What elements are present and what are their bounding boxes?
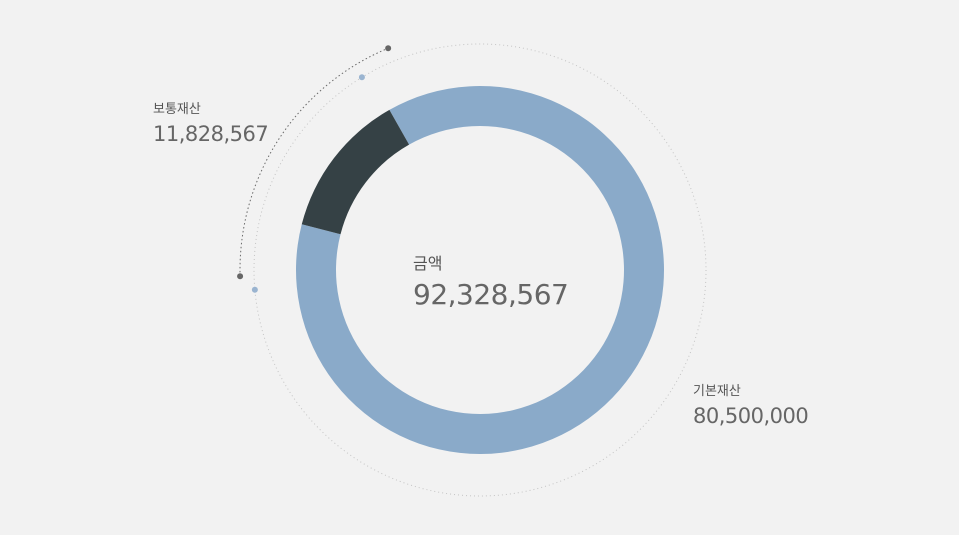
- ring-marker-dot-left: [251, 286, 258, 293]
- slice-name: 기본재산: [693, 384, 741, 399]
- leader-dot-start: [237, 273, 244, 280]
- slice-label-normal-assets: 보통재산 11,828,567: [153, 98, 269, 146]
- total-value: 92,328,567: [413, 278, 569, 311]
- total-label: 금액: [413, 254, 443, 273]
- slice-label-basic-assets: 기본재산 80,500,000: [693, 380, 809, 428]
- slice-value: 80,500,000: [693, 404, 809, 428]
- slice-name: 보통재산: [153, 102, 201, 117]
- center-total: 금액 92,328,567: [413, 250, 569, 311]
- leader-arc: [239, 47, 389, 277]
- leader-dot-end: [385, 45, 392, 52]
- ring-marker-dot-top: [358, 74, 365, 81]
- outer-dotted-ring: [253, 43, 707, 497]
- donut-slice-1: [301, 109, 410, 235]
- slice-value: 11,828,567: [153, 122, 269, 146]
